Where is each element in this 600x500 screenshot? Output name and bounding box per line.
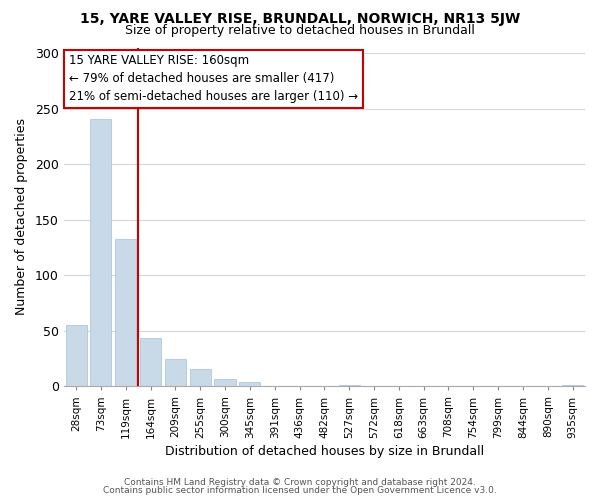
Bar	[239, 382, 260, 386]
Bar	[91, 118, 112, 386]
X-axis label: Distribution of detached houses by size in Brundall: Distribution of detached houses by size …	[165, 444, 484, 458]
Y-axis label: Number of detached properties: Number of detached properties	[15, 118, 28, 316]
Text: Size of property relative to detached houses in Brundall: Size of property relative to detached ho…	[125, 24, 475, 37]
Bar	[140, 338, 161, 386]
Text: Contains HM Land Registry data © Crown copyright and database right 2024.: Contains HM Land Registry data © Crown c…	[124, 478, 476, 487]
Bar	[65, 326, 86, 386]
Text: Contains public sector information licensed under the Open Government Licence v3: Contains public sector information licen…	[103, 486, 497, 495]
Bar	[115, 238, 136, 386]
Text: 15, YARE VALLEY RISE, BRUNDALL, NORWICH, NR13 5JW: 15, YARE VALLEY RISE, BRUNDALL, NORWICH,…	[80, 12, 520, 26]
Text: 15 YARE VALLEY RISE: 160sqm
← 79% of detached houses are smaller (417)
21% of se: 15 YARE VALLEY RISE: 160sqm ← 79% of det…	[69, 54, 358, 104]
Bar	[214, 378, 236, 386]
Bar	[190, 368, 211, 386]
Bar	[165, 358, 186, 386]
